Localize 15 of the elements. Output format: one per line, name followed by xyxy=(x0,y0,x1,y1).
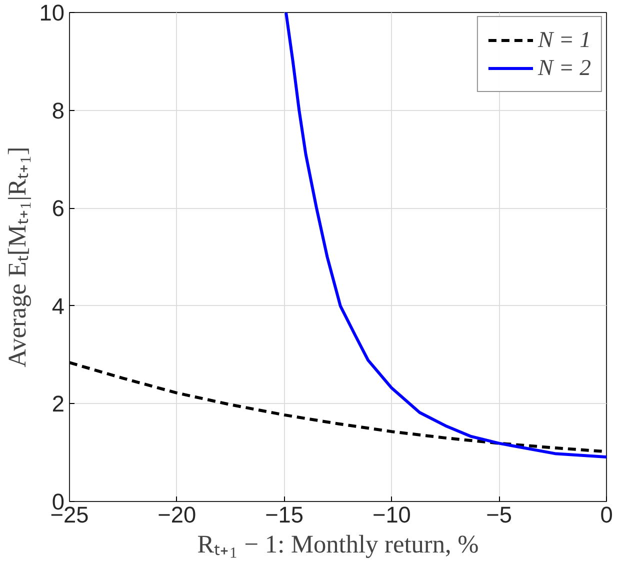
x-tick-label: −15 xyxy=(265,502,304,528)
x-axis-title: Rₜ₊₁ − 1: Monthly return, % xyxy=(197,530,479,558)
x-tick-label: −5 xyxy=(486,502,512,528)
y-tick-label: 6 xyxy=(52,195,65,222)
x-tick-label: 0 xyxy=(600,502,613,528)
y-axis-title: Average Eₜ[Mₜ₊₁|Rₜ₊₁] xyxy=(3,146,32,368)
y-tick-label: 4 xyxy=(52,292,65,319)
legend-label: N = 2 xyxy=(538,55,591,81)
y-tick-label: 8 xyxy=(52,97,65,124)
x-tick-label: −10 xyxy=(372,502,411,528)
legend-label: N = 1 xyxy=(538,27,591,53)
line-series xyxy=(284,12,606,458)
y-tick-label: 2 xyxy=(52,390,65,417)
y-tick-label: 10 xyxy=(39,0,64,26)
x-tick-label: −20 xyxy=(158,502,196,528)
